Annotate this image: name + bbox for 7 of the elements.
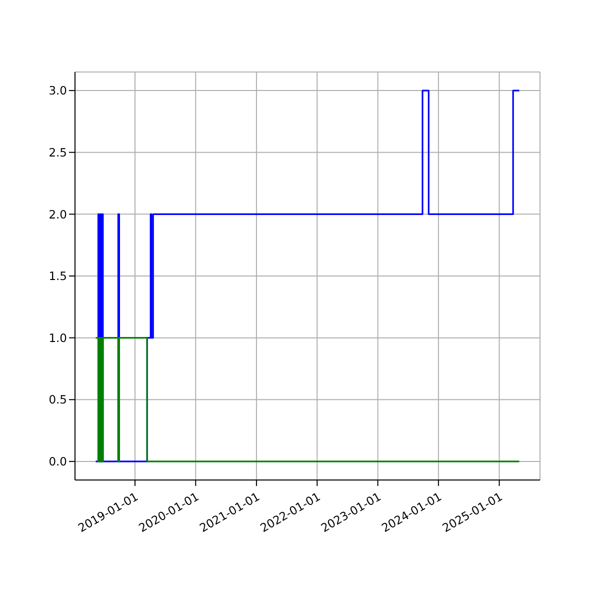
y-tick-label: 1.5 [48,269,67,284]
y-tick-label: 2.5 [48,145,67,160]
y-tick-label: 0.0 [48,454,67,469]
y-tick-label: 2.0 [48,207,67,222]
y-tick-label: 0.5 [48,392,67,407]
y-tick-label: 1.0 [48,330,67,345]
y-tick-label: 3.0 [48,84,67,98]
